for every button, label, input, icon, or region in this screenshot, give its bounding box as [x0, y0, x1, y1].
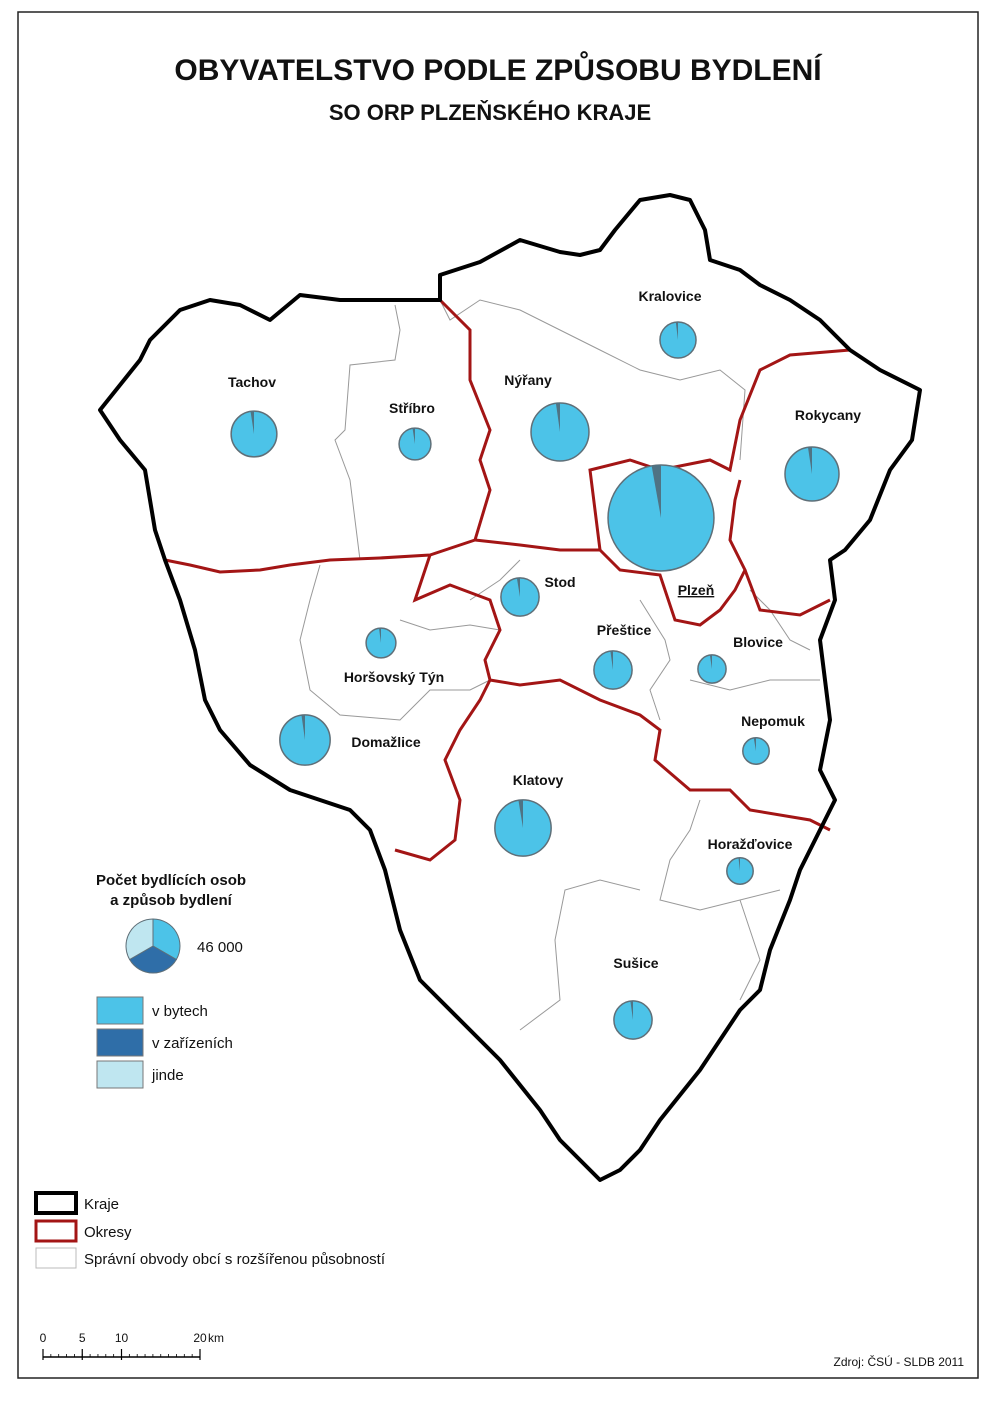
pie-facilities — [412, 428, 415, 444]
region-label: Klatovy — [513, 772, 564, 788]
pie-facilities — [753, 737, 756, 751]
pie-facilities — [807, 447, 812, 474]
region-label: Horšovský Týn — [344, 669, 444, 685]
legend-swatch — [35, 1247, 77, 1269]
pie-facilities — [610, 650, 613, 670]
pie-facilities — [516, 577, 520, 597]
legend-label: Kraje — [84, 1196, 119, 1213]
region-label: Nepomuk — [741, 713, 805, 729]
pie-facilities — [651, 465, 661, 518]
legend-label: v bytech — [152, 1003, 208, 1020]
scale-tick-label: 10 — [115, 1331, 129, 1345]
scale-tick-label: 5 — [79, 1331, 86, 1345]
scale-tick-label: 0 — [40, 1331, 47, 1345]
title: OBYVATELSTVO PODLE ZPŮSOBU BYDLENÍ — [174, 51, 822, 87]
legend-swatch — [96, 996, 144, 1025]
pie-facilities — [675, 321, 678, 340]
region-label: Blovice — [733, 634, 783, 650]
legend-title-line: a způsob bydlení — [110, 892, 233, 909]
pie-facilities — [250, 411, 254, 434]
legend-title: Počet bydlících osob a způsob bydlení — [96, 872, 246, 909]
legend-swatch — [96, 1028, 144, 1057]
region-label: Nýřany — [504, 372, 552, 388]
pie-facilities — [738, 857, 740, 871]
scale-unit: km — [208, 1331, 224, 1345]
pie-facilities — [630, 1000, 633, 1020]
legend-pie — [125, 918, 181, 974]
frame — [17, 11, 979, 1379]
legend-swatch — [96, 1060, 144, 1089]
orp-boundaries — [299, 299, 820, 1031]
legend-label: Správní obvody obcí s rozšířenou působno… — [84, 1251, 386, 1268]
region-label: Stříbro — [389, 400, 435, 416]
legend-slice — [125, 918, 154, 961]
legend-label: v zařízeních — [152, 1035, 233, 1052]
legend-label: jinde — [151, 1067, 184, 1084]
source: Zdroj: ČSÚ - SLDB 2011 — [834, 1354, 965, 1369]
boundary-legend: Kraje Okresy Správní obvody obcí s rozší… — [34, 1191, 386, 1269]
region-label: Stod — [544, 574, 575, 590]
region-label: Kralovice — [638, 288, 701, 304]
region-label: Rokycany — [795, 407, 861, 423]
region-label: Tachov — [228, 374, 276, 390]
subtitle: SO ORP PLZEŇSKÉHO KRAJE — [329, 100, 651, 125]
pie-facilities — [518, 799, 523, 828]
pie-facilities — [555, 403, 560, 432]
region-boundary — [98, 193, 922, 1182]
pie-facilities — [301, 714, 305, 740]
legend-title-line: Počet bydlících osob — [96, 872, 246, 889]
legend-swatch — [34, 1191, 78, 1215]
region-label: Plzeň — [678, 582, 715, 598]
region-label: Sušice — [613, 955, 658, 971]
legend-size-label: 46 000 — [197, 939, 243, 956]
region-label: Horažďovice — [708, 836, 793, 852]
pie-facilities — [709, 654, 712, 669]
legend-swatch — [34, 1219, 78, 1243]
legend-label: Okresy — [84, 1224, 132, 1241]
pie-facilities — [379, 628, 381, 643]
scale-tick-label: 20 — [193, 1331, 207, 1345]
region-label: Přeštice — [597, 622, 652, 638]
region-label: Domažlice — [351, 734, 420, 750]
